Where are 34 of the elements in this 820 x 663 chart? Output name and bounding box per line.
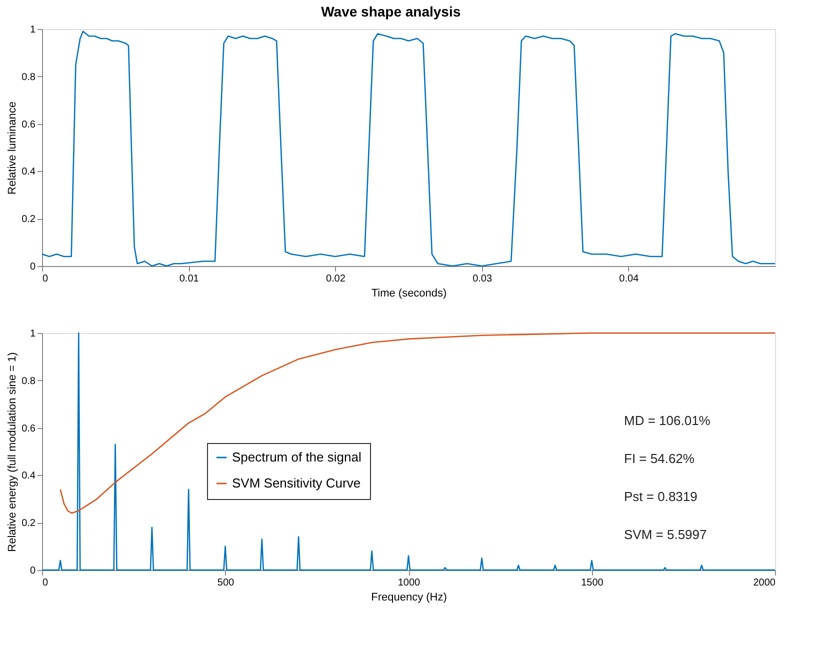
x-tick-label: 0 (42, 578, 48, 588)
y-axis-title: Relative energy (full modulation sine = 1) (6, 352, 19, 552)
annotation: FI = 54.62% (624, 451, 695, 466)
x-tick-label: 0.02 (326, 274, 346, 284)
x-axis-title: Time (seconds) (371, 288, 447, 300)
annotation: SVM = 5.5997 (624, 527, 707, 542)
x-tick-label: 0.01 (179, 274, 200, 284)
line-series (60, 332, 776, 514)
legend-label: Spectrum of the signal (232, 450, 362, 464)
y-tick-label: 0.4 (22, 470, 36, 482)
y-tick-label: 0.4 (22, 166, 36, 178)
x-tick-label: 1000 (398, 578, 421, 588)
y-tick-label: 0.2 (22, 518, 36, 530)
x-tick-label: 0 (42, 274, 48, 284)
x-axis-title: Frequency (Hz) (371, 592, 447, 604)
chart-title: Wave shape analysis (321, 4, 461, 20)
x-tick-label: 0.03 (472, 274, 492, 284)
y-tick-label: 0.8 (22, 72, 36, 83)
annotation: Pst = 0.8319 (624, 489, 698, 504)
y-tick-label: 0.6 (22, 119, 36, 130)
y-tick-label: 0.2 (22, 214, 36, 226)
x-tick-label: 2000 (753, 578, 776, 588)
x-tick-label: 1500 (581, 578, 604, 588)
y-tick-label: 0 (30, 262, 36, 272)
y-tick-label: 1 (30, 24, 36, 36)
y-tick-label: 0.6 (22, 423, 36, 434)
y-axis-title: Relative luminance (6, 102, 19, 194)
legend-label: SVM Sensitivity Curve (232, 476, 361, 490)
y-tick-label: 0 (30, 566, 36, 576)
y-tick-label: 1 (30, 328, 36, 340)
x-tick-label: 500 (217, 578, 235, 588)
y-tick-label: 0.8 (22, 376, 36, 387)
x-tick-label: 0.04 (619, 274, 640, 284)
annotation: MD = 106.01% (624, 413, 711, 428)
